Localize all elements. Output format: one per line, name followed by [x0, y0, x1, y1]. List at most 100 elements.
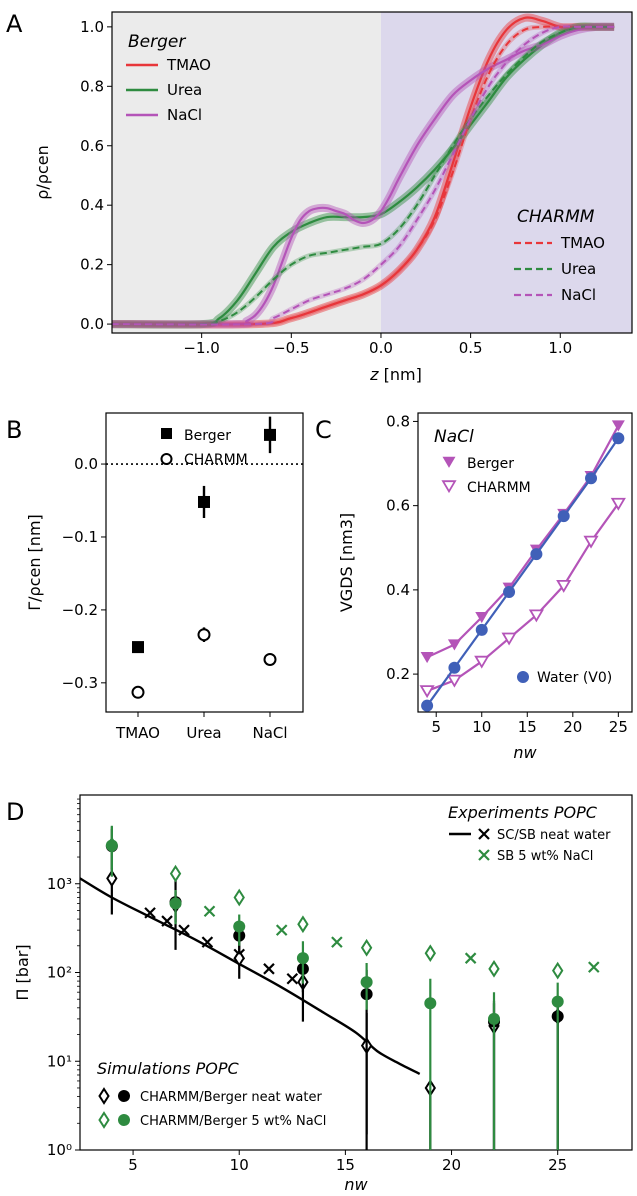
series-line-water: [426, 437, 620, 707]
marker-charmm-diamond: [169, 864, 182, 883]
marker-experiment-x: [203, 905, 216, 918]
x-tick-label: 25: [548, 1156, 567, 1174]
marker-water: [503, 585, 516, 598]
marker-charmm-diamond: [233, 949, 245, 968]
marker-water: [421, 699, 434, 712]
legend-charmm-swatch: [160, 453, 173, 465]
legend-charmm-title: CHARMM: [517, 207, 595, 227]
y-tick-label: 0.8: [80, 77, 104, 95]
panel-d-pressure-chart: 5 10 15 20 25 10⁰ 10¹ 10² 10³ nw Π [bar] Experiment…: [13, 794, 633, 1194]
marker-water: [530, 548, 543, 561]
marker-charmm-diamond: [106, 869, 118, 888]
y-tick-label: 10¹: [47, 1052, 72, 1070]
marker-water: [475, 623, 488, 636]
marker-charmm-diamond: [488, 959, 500, 978]
marker-experiment-x: [286, 972, 299, 985]
x-tick-label: 15: [518, 718, 537, 736]
marker-berger-circle: [296, 952, 309, 965]
marker-water: [585, 472, 598, 485]
marker-experiment-x: [161, 915, 173, 927]
experimental-fit-line: [79, 877, 421, 1075]
y-tick-label: 1.0: [80, 18, 104, 36]
y-tick-label: 0.0: [74, 455, 98, 473]
marker-charmm-diamond: [424, 944, 436, 963]
marker-charmm-diamond: [233, 888, 245, 907]
marker-experiment-x: [464, 952, 477, 964]
y-tick-label: −0.2: [62, 601, 98, 619]
legend-charmm-entry: NaCl: [561, 286, 596, 304]
x-tick-label: 15: [336, 1156, 355, 1174]
panel-letter-a: A: [6, 10, 23, 38]
legend-berger-label: Berger: [184, 428, 231, 444]
marker-berger-circle: [233, 920, 246, 933]
x-tick-label: −1.0: [183, 339, 219, 357]
x-tick-label: 0.5: [459, 339, 483, 357]
density-line-berger-nacl: [111, 25, 615, 326]
y-tick-label: 0.8: [386, 412, 410, 430]
legend-simulations-title: Simulations POPC: [97, 1059, 240, 1078]
marker-experiment-x: [201, 936, 214, 948]
marker-charmm: [610, 497, 626, 511]
x-tick-label: NaCl: [252, 724, 287, 742]
y-tick-label: 0.6: [80, 137, 104, 155]
marker-charmm-diamond: [360, 938, 373, 957]
marker-charmm-diamond: [552, 961, 564, 980]
marker-charmm-tmao: [131, 685, 145, 699]
legend-charmm-label: CHARMM: [184, 452, 248, 468]
legend-berger-swatch: [161, 428, 172, 439]
x-tick-label: 10: [472, 718, 491, 736]
panel-letter-d: D: [6, 798, 24, 826]
legend-berger-label: Berger: [467, 456, 514, 472]
legend-nacl-x-swatch: [478, 849, 490, 861]
legend-berger-entry: NaCl: [167, 106, 202, 124]
x-axis-label: nw: [344, 1175, 368, 1194]
marker-experiment-x: [275, 924, 288, 936]
legend-water-label: Water (V0): [537, 670, 612, 686]
legend-charmm-neat-swatch: [98, 1087, 110, 1105]
marker-water: [557, 510, 570, 523]
x-axis-label: nw: [513, 743, 537, 762]
plot-frame: [111, 11, 633, 334]
legend-berger-title: Berger: [128, 32, 186, 52]
y-tick-label: 10²: [47, 964, 72, 982]
legend-charmm-nacl-swatch: [98, 1111, 110, 1129]
marker-charmm: [583, 535, 599, 549]
shaded-region: [380, 12, 632, 333]
y-tick-label: 0.2: [80, 256, 104, 274]
legend-nacl-sim-label: CHARMM/Berger 5 wt% NaCl: [140, 1114, 326, 1129]
legend-sb-x-swatch: [478, 828, 490, 840]
marker-water: [612, 432, 625, 445]
marker-charmm: [446, 674, 462, 688]
marker-berger-circle: [488, 1012, 500, 1025]
y-axis-label: ρ/ρcen: [33, 145, 52, 199]
density-line-charmm-urea: [111, 25, 615, 326]
x-tick-label: 1.0: [548, 339, 572, 357]
marker-berger: [475, 612, 489, 624]
legend-berger-neat-swatch: [118, 1090, 130, 1102]
marker-charmm-diamond: [297, 915, 309, 934]
marker-berger-circle: [551, 995, 564, 1008]
y-tick-label: −0.1: [62, 528, 98, 546]
y-axis-label: Γ/ρcen [nm]: [25, 514, 44, 611]
marker-experiment-x: [178, 924, 190, 936]
marker-experiment-x: [144, 907, 156, 919]
panel-letter-c: C: [315, 416, 332, 444]
marker-berger: [611, 420, 625, 432]
legend-neat-water-label: SC/SB neat water: [497, 828, 611, 843]
marker-berger-tmao: [132, 641, 144, 654]
marker-charmm: [419, 685, 435, 699]
marker-water: [448, 661, 461, 674]
y-tick-label: 10³: [47, 875, 72, 893]
legend-charmm-entry: Urea: [561, 260, 596, 278]
x-tick-label: −0.5: [273, 339, 309, 357]
x-tick-label: Urea: [186, 724, 221, 742]
x-tick-label: 0.0: [369, 339, 393, 357]
x-tick-label: TMAO: [115, 724, 160, 742]
marker-charmm: [474, 655, 490, 669]
marker-charmm-urea: [197, 628, 211, 642]
density-line-charmm-nacl: [111, 25, 615, 326]
y-tick-label: −0.3: [62, 674, 98, 692]
legend-berger-entry: TMAO: [166, 56, 211, 74]
panel-letter-b: B: [6, 416, 22, 444]
marker-berger-circle: [105, 839, 118, 852]
